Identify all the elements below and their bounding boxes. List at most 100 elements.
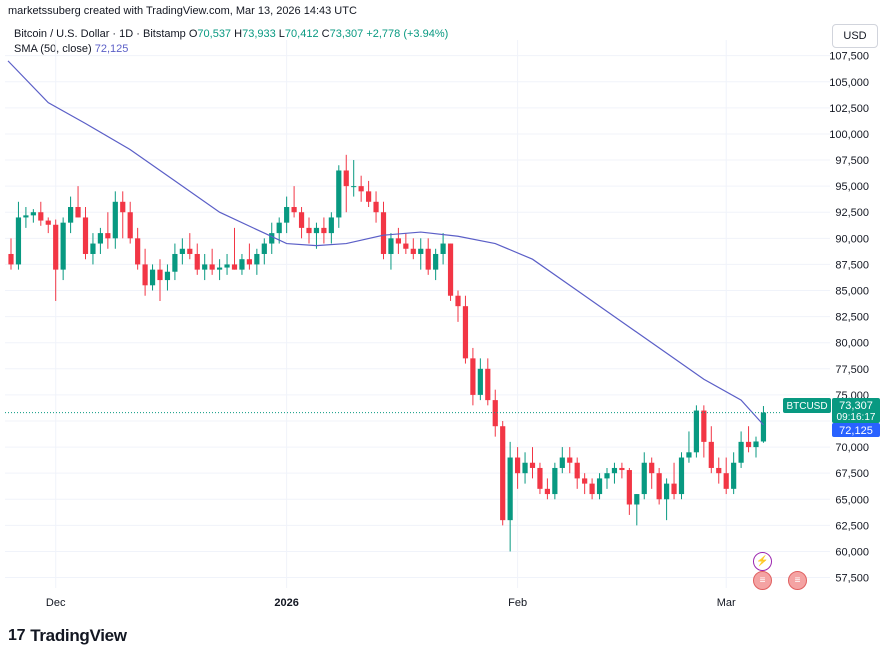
y-tick-label: 105,000	[829, 77, 869, 89]
candle-body	[738, 441, 744, 463]
candle	[440, 233, 446, 265]
candle	[671, 462, 677, 500]
candle-body	[723, 473, 729, 489]
candle-body	[68, 207, 74, 223]
candle-body	[447, 243, 454, 296]
candle-body	[120, 201, 126, 213]
candle	[686, 431, 692, 463]
candle	[515, 447, 521, 489]
candle-body	[596, 478, 603, 495]
currency-button[interactable]: USD	[832, 24, 878, 48]
candle-body	[455, 295, 461, 307]
candle	[716, 457, 722, 484]
tradingview-logo: 17 TradingView	[8, 626, 127, 646]
candle	[261, 238, 267, 265]
candle-body	[90, 243, 96, 254]
price-tags: BTCUSD 73,307 09:16:17 72,125	[783, 398, 880, 437]
candle-body	[515, 457, 521, 474]
low-label: L	[278, 28, 285, 40]
candle-body	[127, 212, 133, 239]
candle-body	[179, 248, 185, 254]
y-tick-label: 85,000	[835, 286, 869, 298]
price-tag: 73,307	[839, 400, 873, 412]
candle	[82, 207, 89, 260]
candle	[254, 248, 260, 275]
candle	[492, 389, 498, 437]
candle-body	[291, 207, 297, 213]
candle-body	[716, 467, 722, 474]
candle	[611, 462, 618, 484]
candle	[522, 452, 528, 484]
candle	[537, 462, 543, 495]
candle	[328, 212, 334, 244]
candle-body	[745, 441, 752, 448]
candle-body	[45, 220, 51, 225]
candle-body	[552, 467, 558, 495]
candle	[68, 196, 74, 234]
candle	[321, 217, 327, 244]
candle-body	[686, 452, 692, 458]
candle-body	[701, 410, 707, 442]
y-tick-label: 92,500	[835, 207, 869, 219]
candle-body	[395, 238, 401, 244]
sma-value: 72,125	[94, 43, 129, 55]
candle-body	[641, 462, 647, 495]
candle-body	[30, 212, 36, 216]
flash-event-icon[interactable]: ⚡	[753, 552, 772, 571]
candle	[425, 238, 431, 275]
candle	[574, 457, 580, 489]
candle	[529, 447, 536, 479]
candle	[552, 462, 558, 500]
close-value: 73,307	[329, 28, 364, 40]
candle	[507, 441, 513, 552]
candle-body	[671, 483, 677, 495]
candle	[246, 243, 252, 270]
candle	[30, 209, 36, 223]
candle	[641, 452, 647, 500]
candle-body	[388, 238, 394, 254]
candle-body	[477, 368, 483, 395]
candle-body	[485, 368, 491, 401]
candle	[544, 478, 550, 500]
candles	[8, 154, 767, 552]
candle	[127, 201, 133, 244]
candle	[217, 259, 223, 281]
candle-body	[410, 248, 416, 254]
candle	[753, 436, 759, 458]
candle-body	[97, 233, 103, 244]
candle-body	[75, 207, 81, 218]
us-flag-event-icon-2[interactable]: ≡	[788, 571, 807, 590]
y-tick-label: 65,000	[835, 494, 869, 506]
candle-body	[373, 201, 379, 213]
candle	[403, 233, 409, 254]
candle-body	[298, 212, 305, 228]
ohlc-row: Bitcoin / U.S. Dollar · 1D · Bitstamp O 7…	[14, 27, 448, 42]
candle	[358, 175, 364, 202]
candle	[634, 494, 640, 526]
candle	[351, 160, 357, 197]
candle-body	[321, 227, 327, 234]
candle	[500, 420, 506, 526]
candle	[135, 227, 141, 270]
candle-body	[753, 441, 759, 448]
candle	[284, 196, 290, 234]
candle	[708, 426, 714, 474]
candle	[418, 238, 424, 270]
candle-body	[82, 217, 89, 254]
x-tick-label: Dec	[46, 597, 66, 609]
candle-body	[418, 248, 424, 254]
y-tick-label: 102,500	[829, 103, 869, 115]
candle-body	[582, 478, 588, 484]
candle-body	[403, 243, 409, 249]
symbol-label: Bitcoin / U.S. Dollar · 1D · Bitstamp	[14, 28, 186, 40]
open-label: O	[188, 28, 198, 40]
candle-body	[619, 467, 625, 471]
grid	[5, 40, 830, 588]
us-flag-event-icon[interactable]: ≡	[753, 571, 772, 590]
candle-body	[343, 170, 349, 187]
candle-body	[135, 238, 141, 265]
candle-body	[678, 457, 685, 495]
y-tick-label: 107,500	[829, 51, 869, 63]
candle	[112, 191, 118, 249]
